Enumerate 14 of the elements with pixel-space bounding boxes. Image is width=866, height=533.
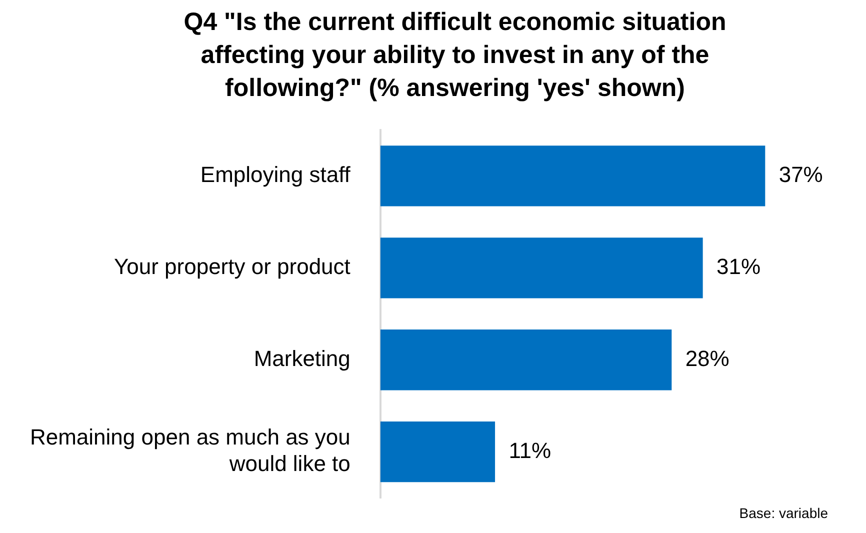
data-label: 11% <box>508 438 552 463</box>
data-label: 37% <box>778 162 823 188</box>
bar <box>380 421 496 482</box>
y-tick-label: Marketing <box>254 346 350 371</box>
y-tick-label: Employing staff <box>200 162 352 188</box>
bar <box>380 238 703 298</box>
data-label: 31% <box>716 254 761 279</box>
y-tick-label: Remaining open as much as you would like to <box>30 424 350 476</box>
y-tick-label: Your property or product <box>114 254 350 279</box>
chart-title: Q4 "Is the current difficult economic situation affecting your ability to invest in any of the following?" (% answering 'yes' shown) <box>182 7 728 104</box>
bar <box>380 330 672 390</box>
text: Base: variable <box>739 505 828 521</box>
data-label: 28% <box>685 346 730 371</box>
bar <box>380 146 766 206</box>
